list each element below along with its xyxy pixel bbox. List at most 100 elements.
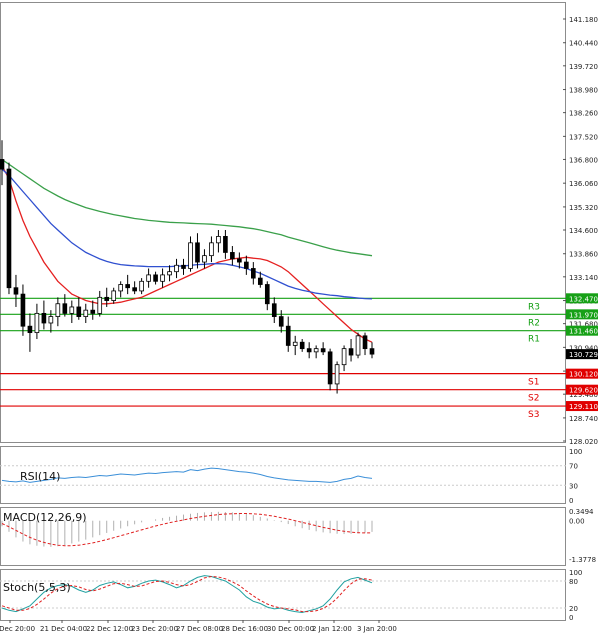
macd-tick-label: 0.00 <box>569 518 585 526</box>
level-name-r1: R1 <box>528 335 540 345</box>
level-tag-label-r3: 132.470 <box>569 295 598 303</box>
macd-panel[interactable]: 0.3494 0.00 -1.3778 MACD(12,26,9) <box>1 508 596 564</box>
candle-body <box>362 335 368 350</box>
price-tick-label: 136.800 <box>569 156 598 164</box>
candle-body <box>139 280 144 292</box>
price-tick-label: 139.720 <box>569 63 598 71</box>
price-tick-label: 129.480 <box>569 391 598 399</box>
moving-average-line-3 <box>1 158 373 257</box>
level-tag-label-r2: 131.970 <box>569 311 598 319</box>
candle-body <box>292 341 298 346</box>
price-tick-label: 138.980 <box>569 87 598 95</box>
time-tick-label: 22 Dec 12:00 <box>86 625 133 633</box>
stoch-label: Stoch(5,5,3) <box>3 581 71 594</box>
price-tick-label: 140.440 <box>569 40 598 48</box>
price-tick-label: 130.940 <box>569 344 598 352</box>
price-tick-label: 141.180 <box>569 16 598 24</box>
candle-body <box>48 316 54 324</box>
stoch-tick-label: 100 <box>569 569 582 577</box>
level-name-r3: R3 <box>528 302 540 312</box>
time-tick-label: 28 Dec 16:00 <box>221 625 268 633</box>
price-tick-label: 128.020 <box>569 438 598 446</box>
candle-body <box>285 325 291 346</box>
rsi-label: RSI(14) <box>20 470 60 483</box>
price-tick-label: 137.520 <box>569 133 598 141</box>
candle-body <box>132 287 137 292</box>
candle-body <box>160 274 165 282</box>
candle-body <box>216 236 221 244</box>
stoch-tick-label: 80 <box>569 578 578 586</box>
candle-body <box>97 296 103 314</box>
stoch-tick-label: 20 <box>569 605 578 613</box>
candle-body <box>167 271 172 276</box>
time-tick-label: 30 Dec 00:00 <box>267 625 314 633</box>
candle-body <box>195 242 200 263</box>
stoch-tick-label: 0 <box>569 614 573 622</box>
candle-body <box>76 306 82 317</box>
candle-body <box>181 264 186 269</box>
candle-body <box>209 242 214 257</box>
candle-body <box>118 284 123 292</box>
candle-body <box>83 309 89 317</box>
rsi-tick-label: 100 <box>569 448 582 456</box>
panel-frame-stoch <box>0 569 566 621</box>
current-price-label: 130.729 <box>569 351 598 359</box>
rsi-panel[interactable]: 100 70 30 0 RSI(14) <box>0 448 582 505</box>
candle-body <box>355 335 361 356</box>
candle-body <box>327 351 333 385</box>
rsi-tick-label: 70 <box>569 463 578 471</box>
candle-body <box>41 312 47 324</box>
rsi-tick-label: 0 <box>569 497 573 505</box>
price-panel[interactable]: 141.180 140.440 139.720 138.980 138.260 137.5… <box>0 16 598 446</box>
candle-body <box>153 274 158 282</box>
macd-label: MACD(12,26,9) <box>3 511 87 524</box>
candle-body <box>299 341 305 350</box>
candle-body <box>271 303 277 317</box>
level-name-s2: S2 <box>528 394 539 404</box>
panel-frame-main <box>0 2 566 443</box>
level-tag-r1 <box>566 325 598 336</box>
panel-frame-rsi <box>0 446 566 504</box>
candle-body <box>62 303 68 314</box>
level-tag-label-r1: 131.460 <box>569 328 598 336</box>
candle-body <box>223 236 228 253</box>
candle-body <box>334 364 340 385</box>
macd-tick-label: -1.3778 <box>569 556 596 564</box>
panel-frames <box>0 2 566 621</box>
candle-body <box>27 325 33 334</box>
candle-body <box>244 261 249 269</box>
rsi-line <box>1 467 373 483</box>
candle-body <box>257 277 263 285</box>
candle-body <box>0 159 5 170</box>
candle-body <box>251 268 256 279</box>
macd-tick-label: 0.3494 <box>569 508 594 516</box>
level-name-r2: R2 <box>528 318 540 328</box>
time-tick-label: 3 Jan 20:00 <box>357 625 397 633</box>
price-tick-label: 135.320 <box>569 204 598 212</box>
time-tick-label: 21 Dec 04:00 <box>40 625 87 633</box>
price-tick-label: 128.740 <box>569 415 598 423</box>
rsi-tick-label: 30 <box>569 482 578 490</box>
panel-frame-macd <box>0 507 566 566</box>
level-tag-s1 <box>566 368 598 379</box>
time-tick-label: 2 Jan 12:00 <box>312 625 352 633</box>
price-tick-label: 138.260 <box>569 110 598 118</box>
macd-signal-line <box>1 513 372 547</box>
moving-average-line-2 <box>1 168 373 300</box>
candle-body <box>313 348 319 353</box>
level-tag-s3 <box>566 401 598 412</box>
candle-body <box>69 306 75 314</box>
level-tag-r3 <box>566 293 598 304</box>
candle-body <box>188 242 193 269</box>
candle-body <box>125 284 130 289</box>
candle-body <box>146 274 151 282</box>
candle-body <box>369 348 375 355</box>
stoch-k-line <box>1 575 373 614</box>
level-tag-label-s1: 130.120 <box>569 371 598 379</box>
candle-body <box>264 284 270 305</box>
candle-body <box>278 316 284 327</box>
time-tick-label: 27 Dec 08:00 <box>176 625 223 633</box>
level-tag-r2 <box>566 309 598 320</box>
